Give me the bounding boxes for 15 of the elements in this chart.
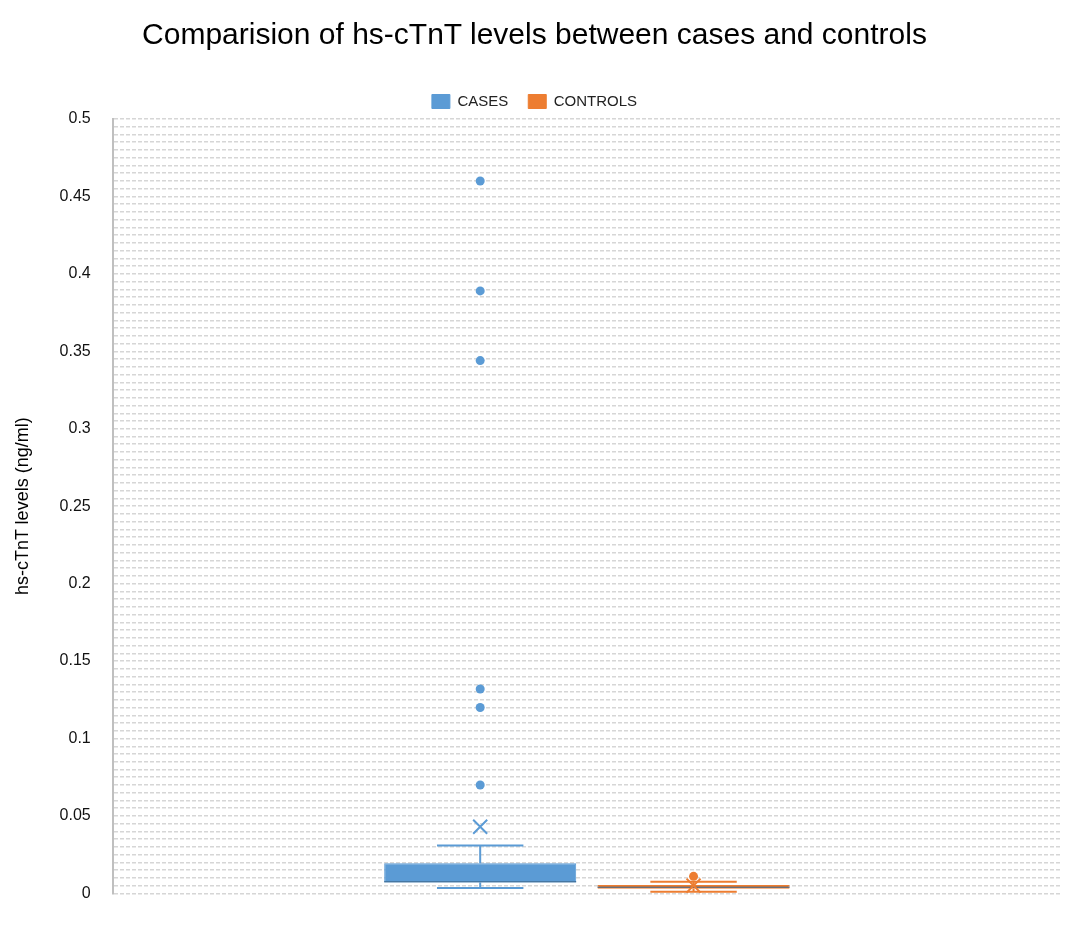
legend-label: CASES bbox=[457, 91, 509, 109]
y-tick-label: 0.45 bbox=[59, 186, 91, 204]
legend-label: CONTROLS bbox=[553, 91, 638, 109]
y-tick-label: 0.3 bbox=[68, 419, 91, 437]
y-tick-label: 0.15 bbox=[59, 651, 91, 669]
y-tick-label: 0.5 bbox=[68, 109, 91, 127]
chart-title: Comparision of hs-cTnT levels between cases and controls bbox=[142, 17, 927, 51]
y-tick-label: 0.1 bbox=[68, 728, 91, 746]
y-tick-label: 0.25 bbox=[59, 496, 91, 514]
y-tick-label: 0.2 bbox=[68, 574, 91, 592]
y-tick-label: 0.35 bbox=[59, 341, 91, 359]
y-tick-label: 0.05 bbox=[59, 806, 91, 824]
y-tick-label: 0.4 bbox=[68, 264, 91, 282]
y-tick-label: 0 bbox=[81, 883, 91, 901]
y-axis-title: hs-cTnT levels (ng/ml) bbox=[11, 417, 32, 596]
